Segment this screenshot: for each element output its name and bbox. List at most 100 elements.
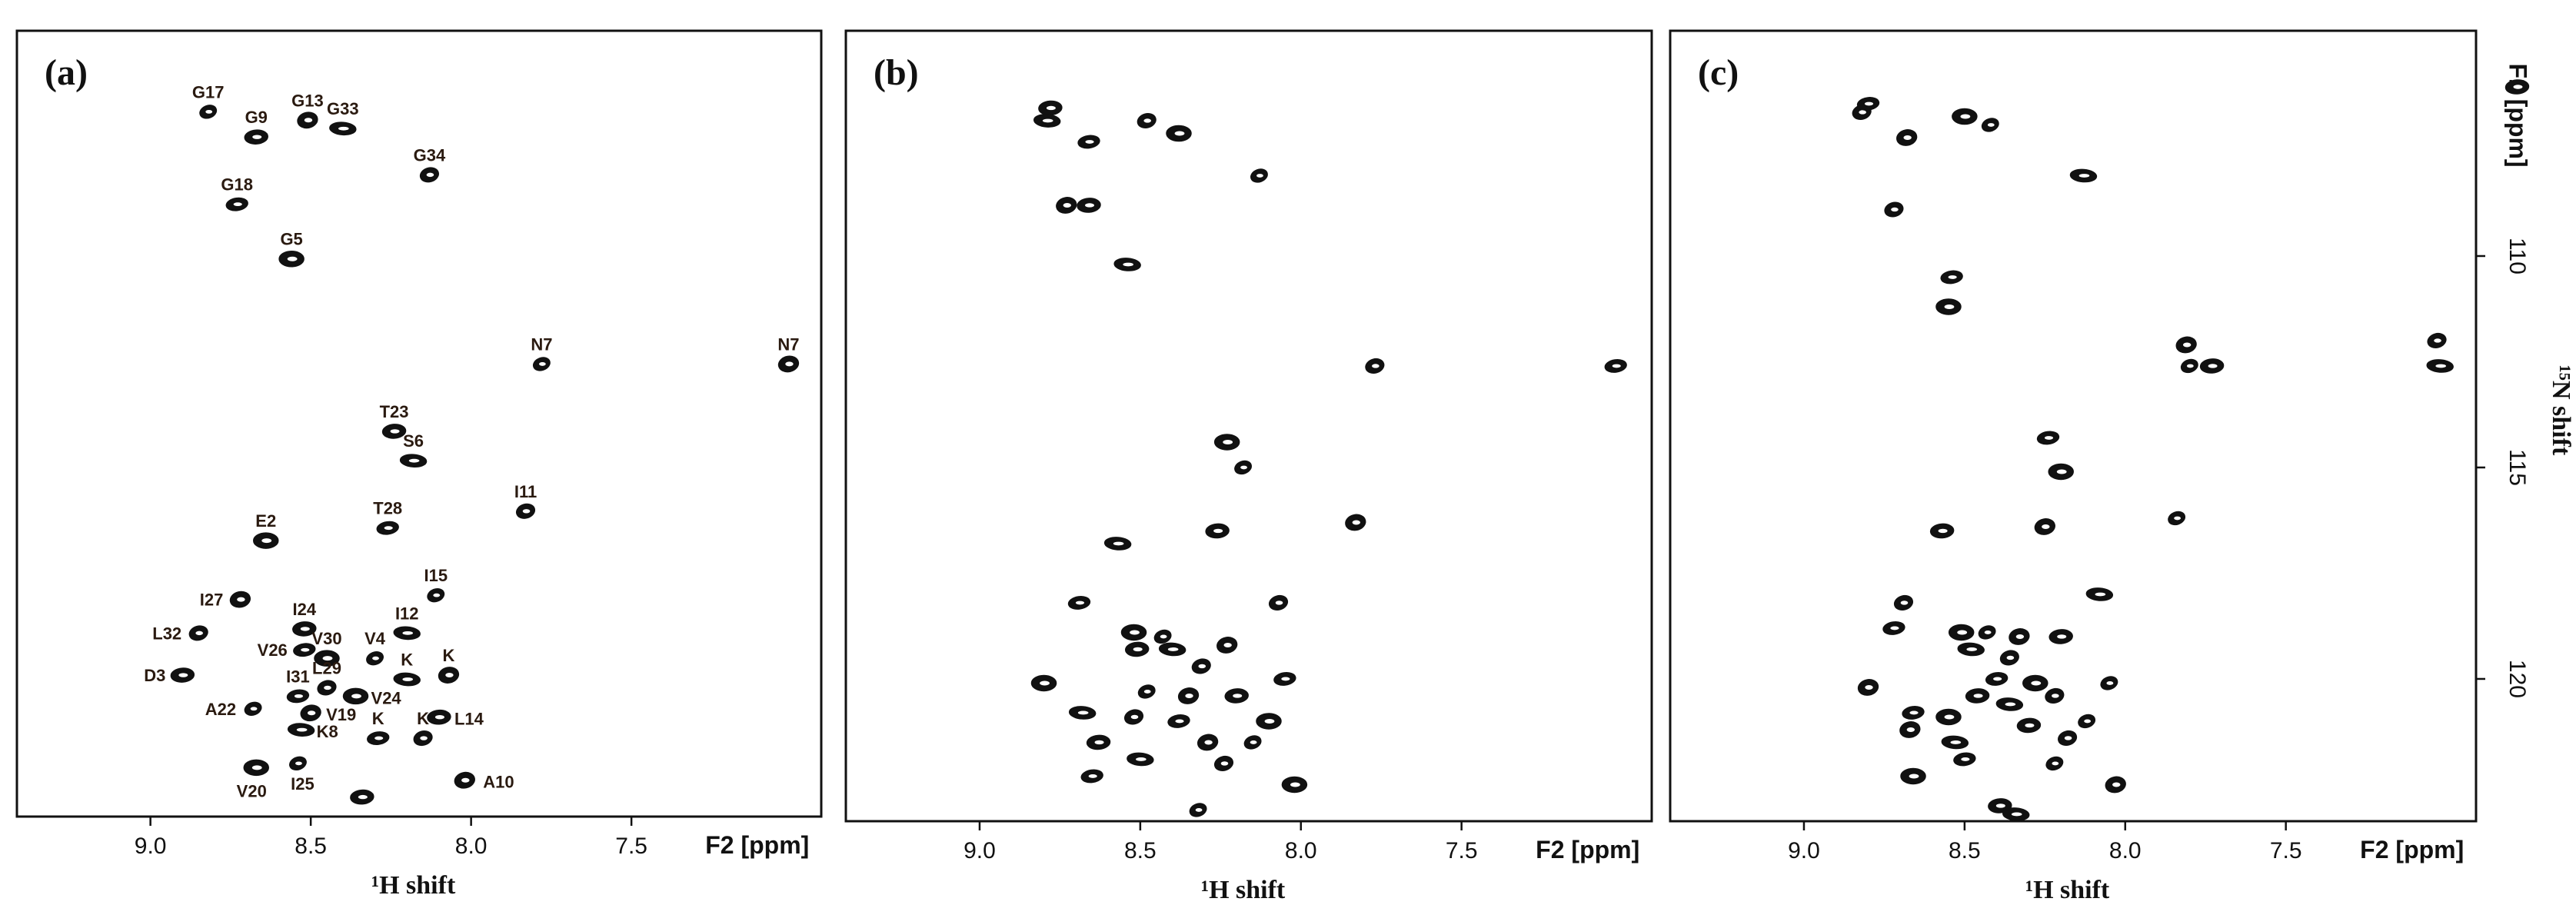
peak-contour-panel-a-28 bbox=[250, 707, 258, 711]
peak-contour-panel-c-17 bbox=[2174, 516, 2182, 521]
y-tick-label: 120 bbox=[2504, 660, 2530, 698]
peak-contour-panel-a-3 bbox=[338, 126, 349, 131]
x-tick-label: 8.5 bbox=[295, 833, 327, 859]
x-axis-title: ¹H shift bbox=[371, 871, 456, 900]
peak-label: S6 bbox=[403, 431, 424, 451]
peak-contour-panel-c-7 bbox=[1891, 207, 1899, 212]
peak-contour-panel-b-21 bbox=[1133, 647, 1143, 652]
peak-contour-panel-c-33 bbox=[1973, 694, 1983, 698]
panel-c: (c) 9.0 8.5 8.0 7.5 F2 [ppm] ¹H shift 110 115 120… bbox=[1669, 29, 2575, 904]
peak-contour-panel-a-27 bbox=[351, 694, 361, 699]
peak-contour-panel-a-33 bbox=[374, 736, 384, 740]
peak-label: D3 bbox=[144, 666, 165, 685]
peak-label: G34 bbox=[414, 145, 446, 165]
y-tick-label: 110 bbox=[2504, 238, 2530, 274]
peak-contour-panel-c-5 bbox=[2513, 85, 2523, 89]
peak-contour-panel-c-37 bbox=[1944, 714, 1955, 720]
peak-contour-panel-b-33 bbox=[1250, 740, 1257, 744]
panel-letter: (b) bbox=[874, 52, 919, 93]
peak-contour-panel-a-12 bbox=[384, 526, 393, 531]
peak-contour-panel-b-30 bbox=[1130, 714, 1139, 720]
peak-contour-panel-b-9 bbox=[1372, 364, 1380, 368]
peak-contour-panel-c-26 bbox=[2057, 634, 2067, 639]
peak-label: G13 bbox=[291, 91, 324, 110]
peak-label: K8 bbox=[317, 722, 338, 741]
peak-contour-panel-c-31 bbox=[2106, 681, 2114, 685]
peak-contour-panel-a-37 bbox=[358, 794, 368, 800]
peak-label: V20 bbox=[237, 781, 267, 800]
peak-label: K bbox=[372, 709, 384, 728]
peak-label: V26 bbox=[258, 640, 288, 660]
peak-contour-panel-b-20 bbox=[1223, 642, 1232, 647]
peak-contour-panel-c-44 bbox=[1909, 774, 1919, 779]
peak-label: K bbox=[417, 709, 429, 728]
peak-contour-panel-c-22 bbox=[1890, 626, 1899, 631]
plot-frame bbox=[15, 29, 823, 818]
peak-contour-panel-b-29 bbox=[1077, 710, 1089, 715]
peak-contour-panel-c-6 bbox=[2078, 174, 2090, 178]
peak-contour-panel-b-31 bbox=[1175, 719, 1184, 724]
x-axis-unit: F2 [ppm] bbox=[2360, 836, 2464, 863]
peak-contour-panel-c-38 bbox=[2084, 719, 2092, 724]
panel-b: (b) 9.0 8.5 8.0 7.5 F2 [ppm] ¹H shift bbox=[844, 29, 1653, 904]
peak-label: V19 bbox=[326, 705, 356, 724]
peak-contour-panel-c-45 bbox=[2052, 761, 2059, 766]
peak-contour-panel-a-11 bbox=[522, 509, 531, 514]
plot-frame bbox=[844, 29, 1653, 823]
peak-contour-panel-b-6 bbox=[1063, 202, 1071, 208]
peak-contour-panel-b-13 bbox=[1352, 520, 1360, 525]
panel-letter: (a) bbox=[45, 52, 88, 93]
peak-label: N7 bbox=[777, 334, 799, 354]
peak-contour-panel-c-4 bbox=[1903, 135, 1912, 140]
peak-label: A22 bbox=[205, 700, 236, 719]
peak-contour-panel-a-2 bbox=[252, 135, 262, 139]
panel-a: (a) 9.0 8.5 8.0 7.5 F2 [ppm] ¹H shift G17 G13 G9 G… bbox=[15, 29, 823, 900]
peak-contour-panel-c-46 bbox=[2112, 782, 2121, 787]
x-tick-label: 8.0 bbox=[455, 833, 488, 859]
peak-contour-panel-c-16 bbox=[2056, 469, 2067, 474]
peak-contour-panel-c-13 bbox=[2435, 364, 2447, 368]
peak-contour-panel-a-1 bbox=[304, 118, 313, 123]
x-tick-label: 9.0 bbox=[1788, 838, 1820, 863]
peak-contour-panel-b-23 bbox=[1198, 664, 1206, 669]
peak-contour-panel-c-9 bbox=[1944, 304, 1955, 309]
peak-label: I31 bbox=[286, 667, 310, 686]
peak-contour-panel-b-34 bbox=[1204, 740, 1213, 745]
x-tick-label: 9.0 bbox=[964, 838, 996, 863]
peak-contour-panel-c-28 bbox=[2006, 655, 2015, 660]
peak-contour-panel-c-25 bbox=[2015, 634, 2025, 639]
peak-contour-panel-b-19 bbox=[1160, 634, 1167, 639]
peak-contour-panel-c-19 bbox=[1938, 528, 1948, 534]
peak-contour-panel-a-20 bbox=[322, 656, 333, 661]
peak-contour-panel-b-26 bbox=[1143, 690, 1151, 694]
x-axis-unit: F2 [ppm] bbox=[1536, 836, 1639, 863]
peak-contour-panel-b-14 bbox=[1213, 528, 1223, 534]
peak-contour-panel-b-11 bbox=[1223, 439, 1233, 444]
peak-contour-panel-a-29 bbox=[307, 710, 316, 716]
peak-contour-panel-a-5 bbox=[233, 202, 242, 207]
peak-contour-panel-c-15 bbox=[2044, 436, 2054, 440]
peak-contour-panel-a-25 bbox=[324, 685, 331, 690]
peak-label: T23 bbox=[380, 402, 409, 421]
peak-label: G18 bbox=[221, 175, 253, 195]
peak-contour-panel-a-0 bbox=[205, 109, 213, 114]
peak-label: I12 bbox=[395, 604, 419, 623]
peak-contour-panel-a-22 bbox=[445, 673, 454, 678]
x-tick-label: 9.0 bbox=[135, 833, 167, 859]
peak-label: G33 bbox=[327, 99, 359, 118]
peak-label: V24 bbox=[371, 688, 402, 707]
peak-contour-panel-b-12 bbox=[1240, 465, 1247, 470]
x-tick-label: 8.5 bbox=[1124, 838, 1157, 863]
peak-contour-panel-b-40 bbox=[1195, 808, 1203, 812]
peak-contour-panel-c-41 bbox=[1950, 740, 1962, 744]
peak-contour-panel-b-38 bbox=[1088, 774, 1097, 778]
x-axis-unit: F2 [ppm] bbox=[705, 831, 809, 859]
peak-contour-panel-c-23 bbox=[1957, 630, 1968, 635]
peak-contour-panel-c-14 bbox=[2434, 338, 2441, 343]
peak-contour-panel-b-5 bbox=[1256, 174, 1263, 178]
peak-contour-panel-c-34 bbox=[2005, 702, 2016, 707]
peak-contour-panel-b-22 bbox=[1167, 647, 1179, 651]
peak-contour-panel-a-16 bbox=[300, 627, 310, 631]
x-tick-label: 7.5 bbox=[2270, 838, 2302, 863]
